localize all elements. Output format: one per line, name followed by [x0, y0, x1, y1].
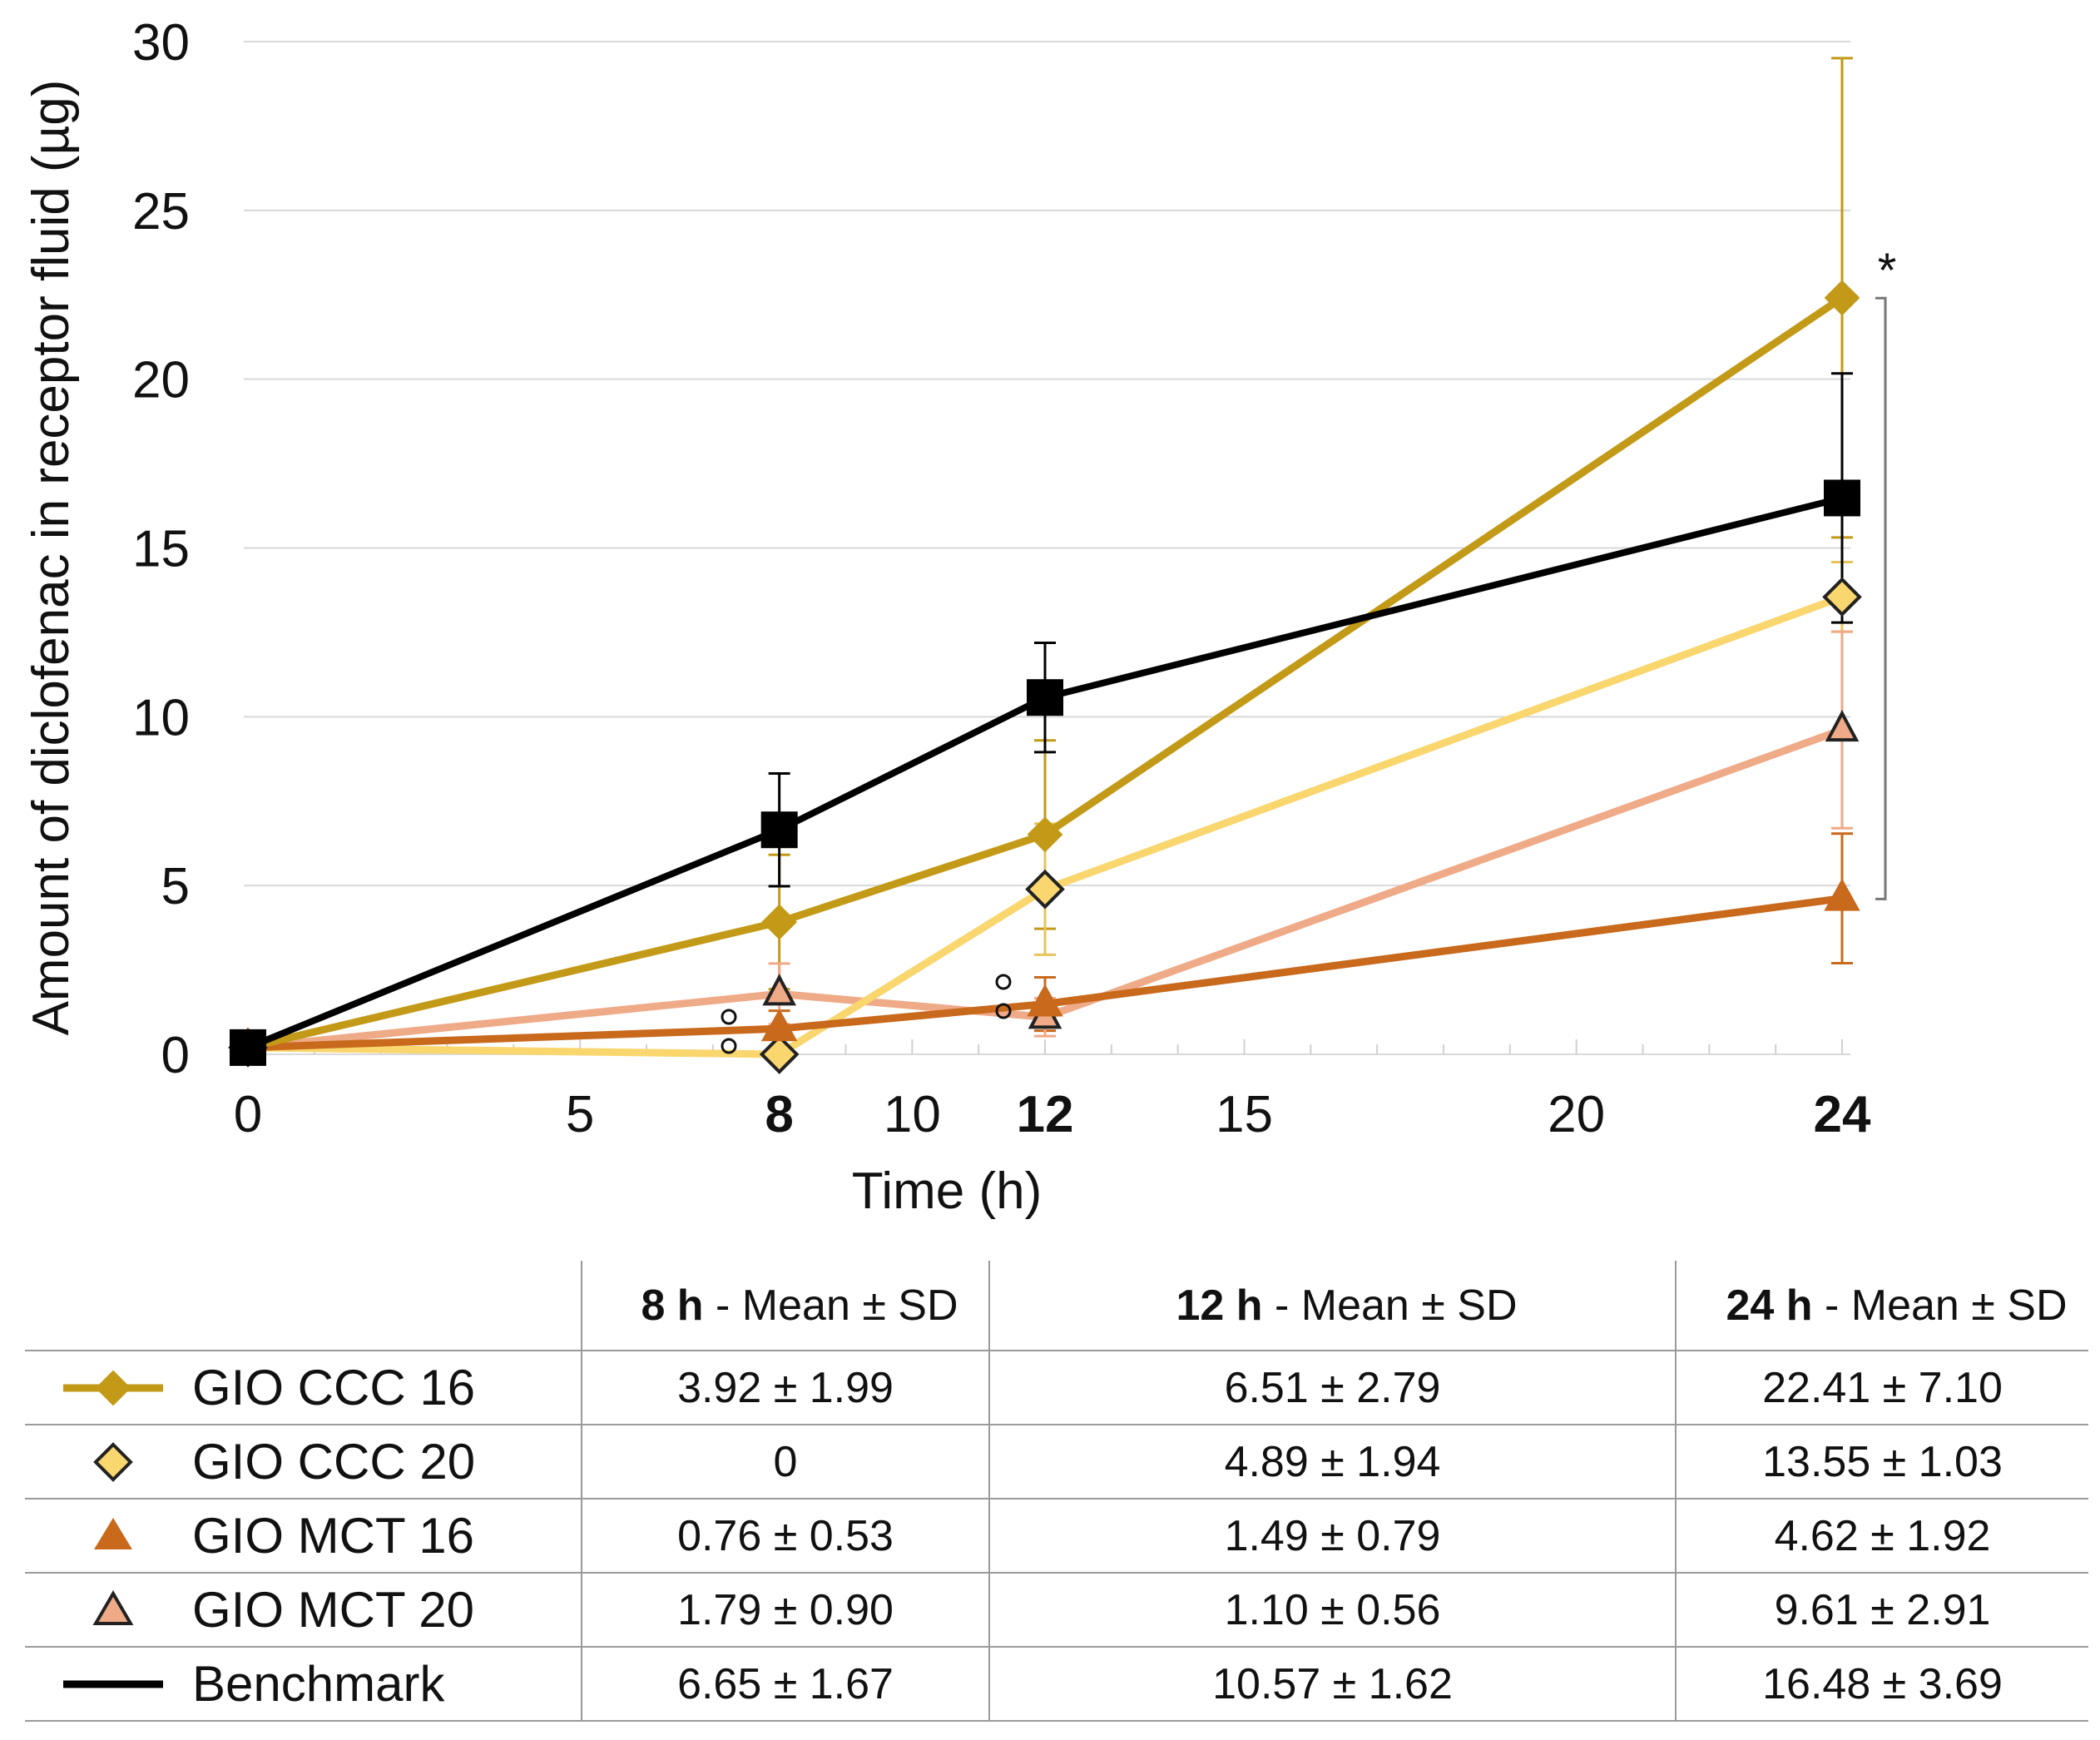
- data-point-diamond-open: [93, 1441, 133, 1482]
- legend-swatch-icon: [93, 1441, 133, 1482]
- value-cell-v24: 9.61 ± 2.91: [1675, 1573, 2088, 1647]
- legend-triangle-open: [92, 1589, 134, 1625]
- series-line: [246, 494, 1843, 1051]
- table-header-12h: 12 h - Mean ± SD: [988, 1261, 1676, 1351]
- x-tick-label: 0: [234, 1086, 262, 1143]
- legend-triangle: [94, 1517, 132, 1549]
- table-row: GIO CCC 16 3.92 ± 1.99 6.51 ± 2.79 22.41 ± …: [25, 1351, 2088, 1425]
- data-point-diamond: [1027, 816, 1063, 853]
- series-markers: [228, 280, 1862, 1074]
- series-label: GIO MCT 20: [192, 1582, 474, 1638]
- value-cell-v12: 6.51 ± 2.79: [988, 1351, 1676, 1425]
- open-circle-marker: [995, 974, 1012, 990]
- legend-swatch-icon: [63, 1680, 163, 1688]
- data-point-square: [230, 1029, 266, 1066]
- x-tick-label: 5: [566, 1086, 594, 1143]
- series-label: Benchmark: [192, 1656, 445, 1712]
- x-tick-label: 10: [884, 1086, 941, 1143]
- series-label: GIO CCC 20: [192, 1434, 476, 1490]
- x-tick-label-bold: 24: [1814, 1086, 1871, 1143]
- table-header-24h: 24 h - Mean ± SD: [1675, 1261, 2088, 1351]
- row-label-cell: GIO CCC 20: [25, 1425, 582, 1499]
- table-row: GIO MCT 20 1.79 ± 0.90 1.10 ± 0.56 9.61 ± 2…: [25, 1573, 2088, 1647]
- value-cell-v12: 1.10 ± 0.56: [988, 1573, 1676, 1647]
- y-tick-label: 10: [132, 689, 190, 746]
- data-point-diamond: [761, 904, 798, 940]
- y-tick-label: 25: [132, 183, 190, 240]
- significance-star: *: [1878, 244, 1897, 298]
- value-cell-v24: 22.41 ± 7.10: [1675, 1351, 2088, 1425]
- series-line: [246, 295, 1845, 1052]
- summary-table: 8 h - Mean ± SD 12 h - Mean ± SD 24 h - …: [25, 1261, 2088, 1722]
- table-header-row: 8 h - Mean ± SD 12 h - Mean ± SD 24 h - …: [25, 1261, 2088, 1351]
- value-cell-v8: 0.76 ± 0.53: [581, 1499, 989, 1573]
- error-bars: [768, 57, 1853, 1048]
- y-axis-label: Amount of diclofenac in receptor fluid (…: [22, 80, 80, 1036]
- data-point-diamond-open: [1025, 869, 1065, 910]
- series-line: [247, 593, 1844, 1058]
- value-cell-v8: 6.65 ± 1.67: [581, 1647, 989, 1721]
- table-row: Benchmark 6.65 ± 1.67 10.57 ± 1.62 16.48 ± …: [25, 1647, 2088, 1721]
- table-header-empty: [25, 1261, 582, 1351]
- data-point-square: [760, 811, 798, 849]
- table-row: GIO CCC 20 0 4.89 ± 1.94 13.55 ± 1.03: [25, 1425, 2088, 1499]
- legend-swatch-icon: [63, 1370, 163, 1405]
- data-point-triangle: [760, 1009, 798, 1042]
- open-circle-marker: [721, 1009, 737, 1025]
- value-cell-v24: 16.48 ± 3.69: [1675, 1647, 2088, 1721]
- row-label-cell: GIO MCT 20: [25, 1573, 582, 1647]
- series-line: [247, 726, 1844, 1052]
- legend-swatch-icon: [94, 1517, 132, 1549]
- significance-bracket: [1875, 296, 1887, 900]
- row-label-cell: GIO CCC 16: [25, 1351, 582, 1425]
- data-point-triangle-open: [1825, 709, 1860, 742]
- line-chart: 0 5 10 15 20 25 30 0 5 10 15 20 8 12 24 * Amount of di…: [22, 14, 1897, 1220]
- x-tick-label: 15: [1216, 1086, 1273, 1143]
- x-axis-label: Time (h): [852, 1162, 1042, 1220]
- y-tick-label: 30: [132, 14, 190, 72]
- data-point-triangle-open: [762, 974, 796, 1006]
- table-header-8h: 8 h - Mean ± SD: [581, 1261, 989, 1351]
- data-point-triangle: [1824, 878, 1860, 911]
- value-cell-v12: 10.57 ± 1.62: [988, 1647, 1676, 1721]
- x-tick-label: 20: [1548, 1086, 1605, 1143]
- series-label: GIO CCC 16: [192, 1360, 476, 1415]
- table-row: GIO MCT 16 0.76 ± 0.53 1.49 ± 0.79 4.62 ± 1…: [25, 1499, 2088, 1573]
- data-point-square: [1824, 479, 1860, 517]
- x-tick-label-bold: 8: [765, 1086, 793, 1143]
- row-label-cell: GIO MCT 16: [25, 1499, 582, 1573]
- value-cell-v12: 1.49 ± 0.79: [988, 1499, 1676, 1573]
- legend-swatch-icon: [92, 1589, 134, 1625]
- value-cell-v24: 13.55 ± 1.03: [1675, 1425, 2088, 1499]
- data-point-square: [1027, 679, 1063, 716]
- open-circle-marker: [995, 1003, 1012, 1019]
- row-label-cell: Benchmark: [25, 1647, 582, 1721]
- axes: 0 5 10 15 20 25 30 0 5 10 15 20 8 12 24: [132, 14, 1871, 1143]
- y-tick-label: 5: [161, 858, 190, 915]
- series-label: GIO MCT 16: [192, 1508, 474, 1564]
- data-point-diamond-open: [1822, 577, 1862, 617]
- y-tick-label: 0: [161, 1027, 190, 1084]
- open-circle-marker: [721, 1038, 737, 1054]
- data-point-triangle: [1027, 984, 1063, 1017]
- data-point-diamond: [1824, 280, 1860, 316]
- value-cell-v8: 0: [581, 1425, 989, 1499]
- data-point-diamond-open: [759, 1034, 800, 1074]
- y-tick-label: 20: [132, 352, 190, 409]
- y-tick-label: 15: [132, 521, 190, 578]
- series-line: [247, 895, 1843, 1052]
- x-tick-label-bold: 12: [1017, 1086, 1074, 1143]
- value-cell-v8: 1.79 ± 0.90: [581, 1573, 989, 1647]
- annotations: *: [721, 244, 1897, 1054]
- value-cell-v24: 4.62 ± 1.92: [1675, 1499, 2088, 1573]
- grid-lines: [244, 41, 1850, 887]
- value-cell-v12: 4.89 ± 1.94: [988, 1425, 1676, 1499]
- series-lines: [246, 295, 1845, 1058]
- value-cell-v8: 3.92 ± 1.99: [581, 1351, 989, 1425]
- data-point-diamond: [95, 1370, 131, 1405]
